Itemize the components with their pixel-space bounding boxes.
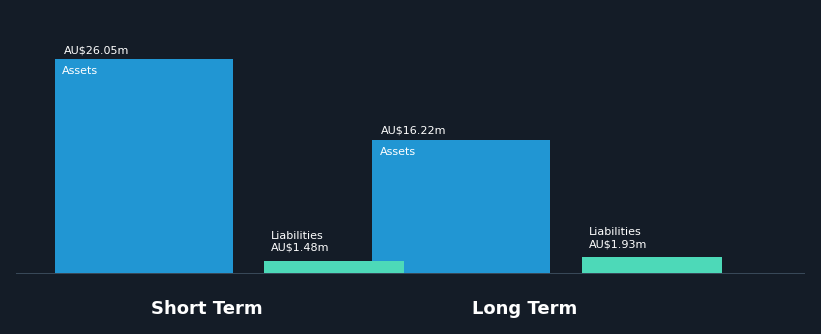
Text: AU$1.48m: AU$1.48m	[271, 243, 330, 253]
Text: AU$16.22m: AU$16.22m	[381, 126, 447, 136]
Text: Liabilities: Liabilities	[271, 231, 324, 240]
Bar	[582, 258, 722, 273]
Text: AU$26.05m: AU$26.05m	[63, 45, 129, 55]
Text: Short Term: Short Term	[151, 300, 263, 318]
Bar	[54, 59, 232, 273]
Bar	[264, 261, 404, 273]
Text: Assets: Assets	[379, 147, 415, 157]
Text: Liabilities: Liabilities	[589, 227, 642, 237]
Text: Long Term: Long Term	[472, 300, 577, 318]
Bar	[373, 140, 550, 273]
Text: Assets: Assets	[62, 66, 98, 76]
Text: AU$1.93m: AU$1.93m	[589, 239, 648, 249]
